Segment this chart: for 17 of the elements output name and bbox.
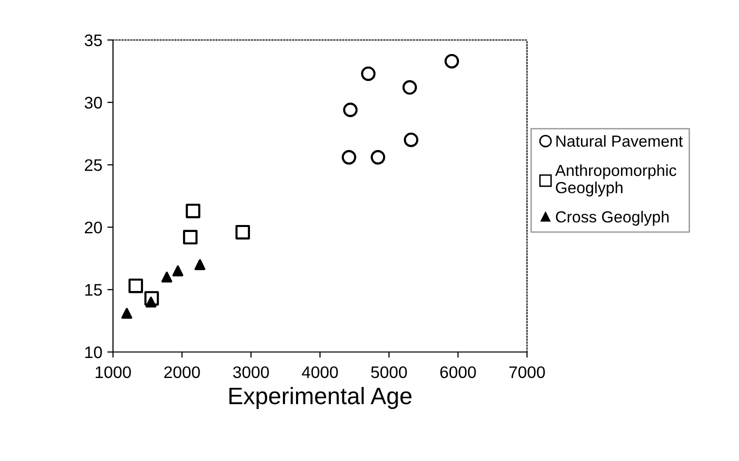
y-tick-label: 35: [84, 34, 102, 46]
x-tick-label: 7000: [509, 366, 545, 378]
legend-label: Natural Pavement: [556, 135, 683, 147]
y-tick-label: 30: [84, 96, 102, 109]
x-axis-title: Experimental Age: [229, 386, 412, 409]
x-tick-label: 5000: [371, 366, 407, 378]
x-tick-label: 2000: [164, 366, 200, 378]
y-tick-label: 20: [84, 222, 102, 234]
y-tick-label: 25: [84, 159, 102, 172]
x-tick-label: 6000: [440, 366, 476, 378]
legend-label: Anthropomorphic Geoglyph: [555, 164, 676, 196]
legend-label: Cross Geoglyph: [556, 210, 669, 226]
y-tick-label: 15: [85, 284, 102, 296]
y-tick-label: 10: [85, 346, 102, 358]
x-tick-label: 3000: [233, 366, 269, 378]
x-tick-label: 1000: [96, 366, 131, 378]
x-tick-label: 4000: [302, 366, 338, 378]
